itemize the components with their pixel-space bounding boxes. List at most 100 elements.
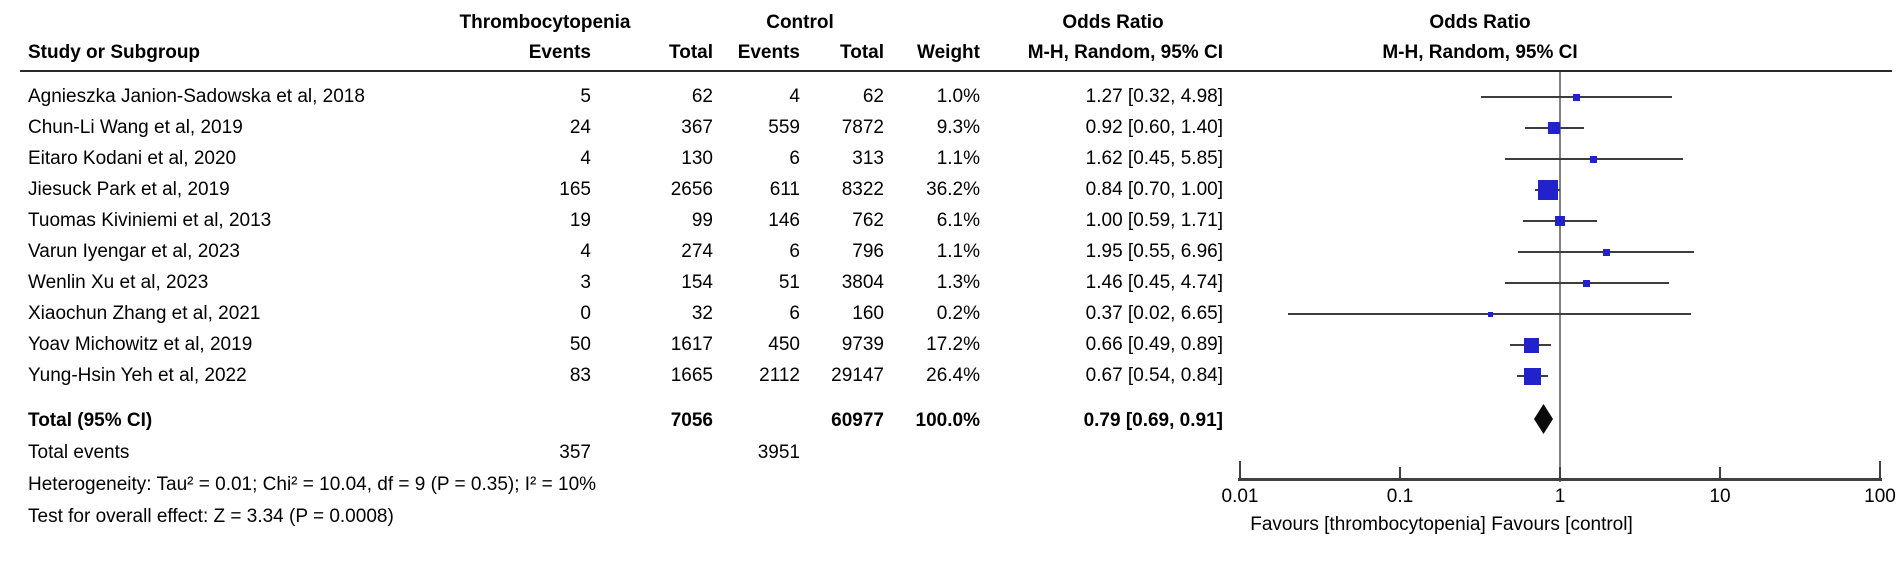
total-row-weight: 100.0%	[915, 410, 980, 431]
events-thrombocytopenia-cell: 4	[580, 148, 591, 169]
weight-cell: 1.3%	[936, 272, 980, 293]
total-row-total-thrombocytopenia: 7056	[670, 410, 713, 431]
events-control-cell: 559	[768, 117, 800, 138]
study-name-cell: Tuomas Kiviniemi et al, 2013	[28, 210, 272, 231]
total-control-cell: 9739	[841, 334, 884, 355]
events-thrombocytopenia-cell: 19	[569, 210, 591, 231]
overall-effect-text: Test for overall effect: Z = 3.34 (P = 0…	[28, 506, 394, 527]
or-ci-cell: 1.00 [0.59, 1.71]	[1085, 210, 1223, 231]
total-events-label: Total events	[28, 442, 130, 463]
col-mh-random-ci-text: M-H, Random, 95% CI	[1027, 42, 1223, 63]
axis-tick	[1239, 461, 1241, 481]
total-thrombocytopenia-cell: 1617	[670, 334, 713, 355]
axis-tick-label: 0.01	[1221, 486, 1259, 507]
events-thrombocytopenia-cell: 3	[580, 272, 591, 293]
favours-left-label: Favours [thrombocytopenia]	[1250, 514, 1486, 535]
heterogeneity-text: Heterogeneity: Tau² = 0.01; Chi² = 10.04…	[28, 474, 597, 495]
total-row-total-control: 60977	[831, 410, 884, 431]
col-events-thrombocytopenia: Events	[528, 42, 591, 63]
effect-square	[1590, 156, 1597, 163]
or-ci-cell: 0.84 [0.70, 1.00]	[1085, 179, 1223, 200]
axis-tick	[1879, 461, 1881, 481]
events-thrombocytopenia-cell: 165	[559, 179, 591, 200]
total-control-cell: 62	[862, 86, 884, 107]
study-name-cell: Xiaochun Zhang et al, 2021	[28, 303, 261, 324]
study-name-cell: Yung-Hsin Yeh et al, 2022	[28, 365, 247, 386]
study-name-cell: Wenlin Xu et al, 2023	[28, 272, 209, 293]
weight-cell: 17.2%	[926, 334, 980, 355]
col-group-thrombocytopenia: Thrombocytopenia	[459, 12, 631, 33]
axis-tick	[1719, 467, 1721, 479]
col-odds-ratio-text-title: Odds Ratio	[1062, 12, 1164, 33]
col-events-control: Events	[737, 42, 800, 63]
or-ci-cell: 0.92 [0.60, 1.40]	[1085, 117, 1223, 138]
effect-square	[1538, 180, 1558, 200]
col-group-control: Control	[766, 12, 834, 33]
events-thrombocytopenia-cell: 83	[569, 365, 591, 386]
axis-tick-label: 10	[1709, 486, 1731, 507]
total-control-cell: 29147	[831, 365, 884, 386]
axis-tick-label: 1	[1554, 486, 1566, 507]
total-events-thrombocytopenia: 357	[559, 442, 591, 463]
total-thrombocytopenia-cell: 274	[681, 241, 713, 262]
events-control-cell: 6	[789, 241, 800, 262]
study-name-cell: Varun Iyengar et al, 2023	[28, 241, 240, 262]
col-weight: Weight	[917, 42, 980, 63]
events-thrombocytopenia-cell: 24	[569, 117, 591, 138]
total-thrombocytopenia-cell: 130	[681, 148, 713, 169]
events-control-cell: 6	[789, 303, 800, 324]
weight-cell: 26.4%	[926, 365, 980, 386]
events-control-cell: 2112	[759, 365, 800, 386]
x-axis	[1238, 478, 1882, 481]
total-thrombocytopenia-cell: 2656	[670, 179, 713, 200]
effect-square	[1524, 338, 1539, 353]
study-name-cell: Yoav Michowitz et al, 2019	[28, 334, 253, 355]
effect-square	[1555, 216, 1565, 226]
weight-cell: 36.2%	[926, 179, 980, 200]
events-thrombocytopenia-cell: 5	[580, 86, 591, 107]
total-thrombocytopenia-cell: 99	[691, 210, 713, 231]
weight-cell: 1.1%	[936, 148, 980, 169]
total-thrombocytopenia-cell: 32	[691, 303, 713, 324]
events-control-cell: 611	[769, 179, 800, 200]
study-name-cell: Eitaro Kodani et al, 2020	[28, 148, 237, 169]
weight-cell: 1.1%	[936, 241, 980, 262]
or-ci-cell: 0.66 [0.49, 0.89]	[1085, 334, 1223, 355]
weight-cell: 9.3%	[936, 117, 980, 138]
events-control-cell: 450	[768, 334, 800, 355]
total-row-label: Total (95% CI)	[28, 410, 153, 431]
or-ci-cell: 1.27 [0.32, 4.98]	[1085, 86, 1223, 107]
total-thrombocytopenia-cell: 154	[681, 272, 713, 293]
col-mh-random-ci-plot: M-H, Random, 95% CI	[1382, 42, 1578, 63]
header-rule	[20, 70, 1892, 72]
total-control-cell: 796	[852, 241, 884, 262]
total-thrombocytopenia-cell: 367	[681, 117, 713, 138]
effect-square	[1524, 368, 1541, 385]
effect-square	[1583, 280, 1590, 287]
study-name-cell: Agnieszka Janion-Sadowska et al, 2018	[28, 86, 365, 107]
events-control-cell: 6	[789, 148, 800, 169]
total-control-cell: 7872	[841, 117, 884, 138]
total-control-cell: 313	[852, 148, 884, 169]
weight-cell: 6.1%	[936, 210, 980, 231]
weight-cell: 1.0%	[936, 86, 980, 107]
effect-square	[1488, 312, 1493, 317]
effect-square	[1573, 94, 1580, 101]
axis-tick-label: 100	[1864, 486, 1896, 507]
total-events-control: 3951	[757, 442, 800, 463]
or-ci-cell: 1.46 [0.45, 4.74]	[1085, 272, 1223, 293]
no-effect-line	[1559, 72, 1561, 482]
or-ci-cell: 1.95 [0.55, 6.96]	[1085, 241, 1223, 262]
events-control-cell: 146	[768, 210, 800, 231]
axis-tick	[1559, 467, 1561, 479]
pooled-diamond	[1534, 404, 1553, 434]
axis-tick-label: 0.1	[1386, 486, 1414, 507]
or-ci-cell: 1.62 [0.45, 5.85]	[1085, 148, 1223, 169]
total-control-cell: 762	[852, 210, 884, 231]
events-control-cell: 51	[778, 272, 800, 293]
study-name-cell: Chun-Li Wang et al, 2019	[28, 117, 243, 138]
col-study-or-subgroup: Study or Subgroup	[28, 42, 201, 63]
total-control-cell: 3804	[841, 272, 884, 293]
events-thrombocytopenia-cell: 50	[569, 334, 591, 355]
